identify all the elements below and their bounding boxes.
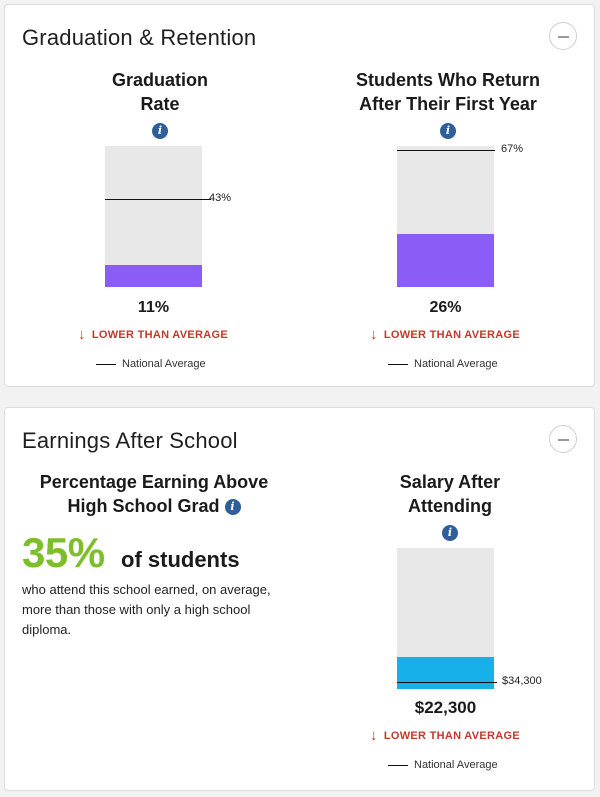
national-average-line — [397, 150, 495, 151]
status-label: LOWER THAN AVERAGE — [383, 730, 520, 742]
graduation-rate-value: 11% — [137, 299, 170, 316]
national-average-value: 43% — [209, 192, 232, 204]
arrow-down-icon: ↓ — [370, 727, 378, 744]
bar-fill — [397, 657, 494, 689]
info-icon[interactable]: i — [442, 524, 458, 541]
info-icon[interactable]: i — [440, 122, 456, 139]
above-hs-heading: Percentage Earning Above High School Gra… — [19, 470, 289, 518]
metric-title-line1: Salary After — [399, 472, 501, 492]
national-average-line — [397, 682, 497, 683]
legend-line — [388, 764, 408, 766]
retention-bar-chart: 67% — [397, 143, 537, 287]
bar-background — [105, 146, 202, 287]
metric-title-line1: Percentage Earning Above — [39, 472, 269, 492]
section-title: Graduation & Retention — [22, 25, 257, 50]
metric-title-line1: Graduation — [111, 70, 208, 90]
minus-icon[interactable] — [549, 22, 577, 50]
metric-title-line2: Rate — [140, 94, 180, 114]
arrow-down-icon: ↓ — [370, 326, 378, 343]
salary-bar-chart: $34,300 — [397, 548, 587, 689]
status-indicator: ↓ LOWER THAN AVERAGE — [370, 727, 520, 744]
minus-icon[interactable] — [549, 425, 577, 453]
national-average-value: 67% — [501, 143, 524, 155]
info-icon[interactable]: i — [224, 499, 241, 516]
national-average-value: $34,300 — [502, 675, 542, 687]
salary-value: $22,300 — [414, 698, 477, 717]
big-percentage-suffix: of students — [121, 547, 240, 572]
legend: National Average — [388, 358, 498, 370]
info-icon[interactable]: i — [152, 122, 168, 139]
national-average-line — [105, 199, 211, 200]
legend: National Average — [388, 759, 498, 771]
status-label: LOWER THAN AVERAGE — [383, 329, 520, 341]
legend-label: National Average — [414, 358, 498, 370]
earnings-card: Earnings After School Percentage Earning… — [4, 407, 595, 791]
metric-title-line2: High School Grad — [67, 496, 220, 516]
big-percentage: 35% — [22, 529, 105, 576]
status-indicator: ↓ LOWER THAN AVERAGE — [78, 326, 228, 343]
metric-title-line1: Students Who Return — [356, 70, 540, 90]
arrow-down-icon: ↓ — [78, 326, 86, 343]
retention-value: 26% — [429, 299, 462, 316]
description: who attend this school earned, on averag… — [22, 582, 271, 637]
legend-label: National Average — [122, 358, 206, 370]
metric-title-line2: After Their First Year — [359, 94, 537, 114]
metric-title-line2-row: High School Grad i — [19, 494, 289, 518]
legend-line — [96, 363, 116, 365]
retention-heading: Students Who Return After Their First Ye… — [323, 68, 573, 140]
legend: National Average — [96, 358, 206, 370]
legend-line — [388, 363, 408, 365]
bar-fill — [105, 265, 202, 287]
section-title: Earnings After School — [22, 428, 238, 453]
graduation-rate-bar-chart: 43% — [105, 146, 245, 287]
status-indicator: ↓ LOWER THAN AVERAGE — [370, 326, 520, 343]
status-label: LOWER THAN AVERAGE — [91, 329, 228, 341]
graduation-retention-card: Graduation & Retention Graduation Rate i… — [4, 4, 595, 387]
legend-label: National Average — [414, 759, 498, 771]
metric-title-line2: Attending — [408, 496, 492, 516]
graduation-rate-heading: Graduation Rate i — [75, 68, 245, 140]
salary-heading: Salary After Attending i — [350, 470, 550, 542]
bar-fill — [397, 234, 494, 287]
